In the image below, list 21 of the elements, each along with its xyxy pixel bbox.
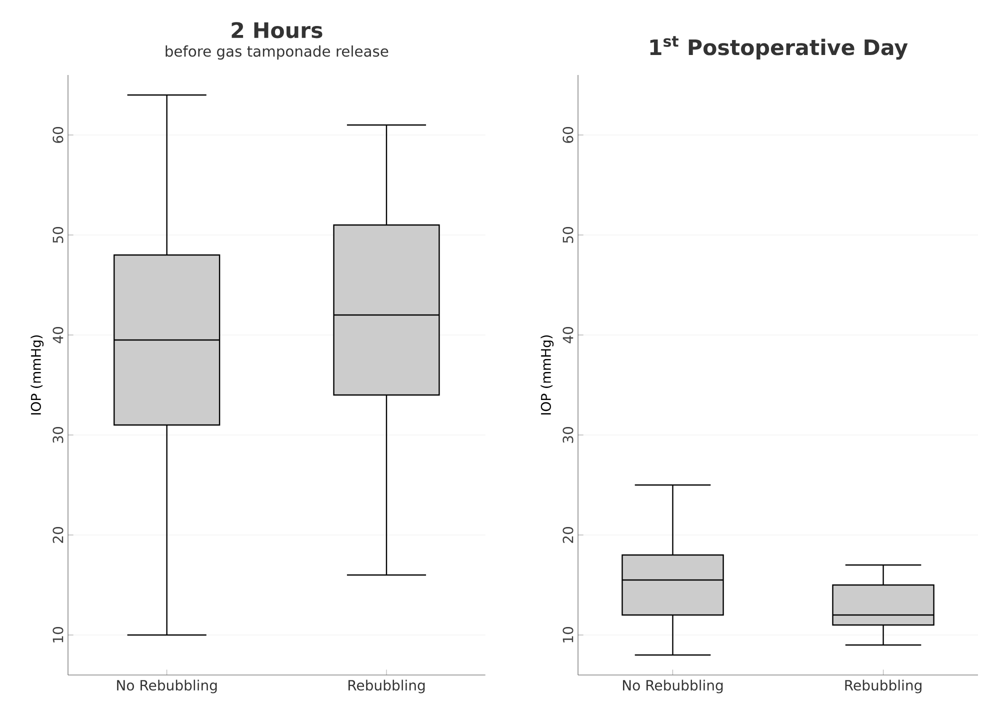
y-tick-label: 40: [52, 327, 64, 344]
x-tick-label: No Rebubbling: [622, 680, 723, 694]
y-tick-label: 10: [562, 627, 574, 642]
y-axis-title: IOP (mmHg): [540, 335, 554, 414]
y-tick-label: 30: [562, 427, 574, 443]
chart-subtitle: before gas tamponade release: [166, 45, 388, 60]
chart-title: 1$^{st}$ Postoperative Day: [650, 36, 908, 60]
y-tick-label: 10: [52, 627, 64, 642]
chart-title: 2 Hours: [232, 22, 322, 38]
y-tick-label: 50: [562, 227, 574, 243]
x-tick-label: Rebubbling: [845, 680, 922, 694]
y-tick-label: 30: [52, 427, 64, 443]
y-tick-label: 60: [52, 127, 64, 143]
x-tick-label: No Rebubbling: [117, 680, 217, 694]
x-tick-label: Rebubbling: [348, 680, 425, 694]
y-tick-label: 20: [562, 527, 574, 543]
y-tick-label: 50: [52, 227, 64, 243]
y-tick-label: 20: [52, 527, 64, 543]
y-tick-label: 40: [562, 327, 574, 344]
y-axis-title: IOP (mmHg): [30, 335, 44, 414]
y-tick-label: 60: [562, 127, 574, 143]
